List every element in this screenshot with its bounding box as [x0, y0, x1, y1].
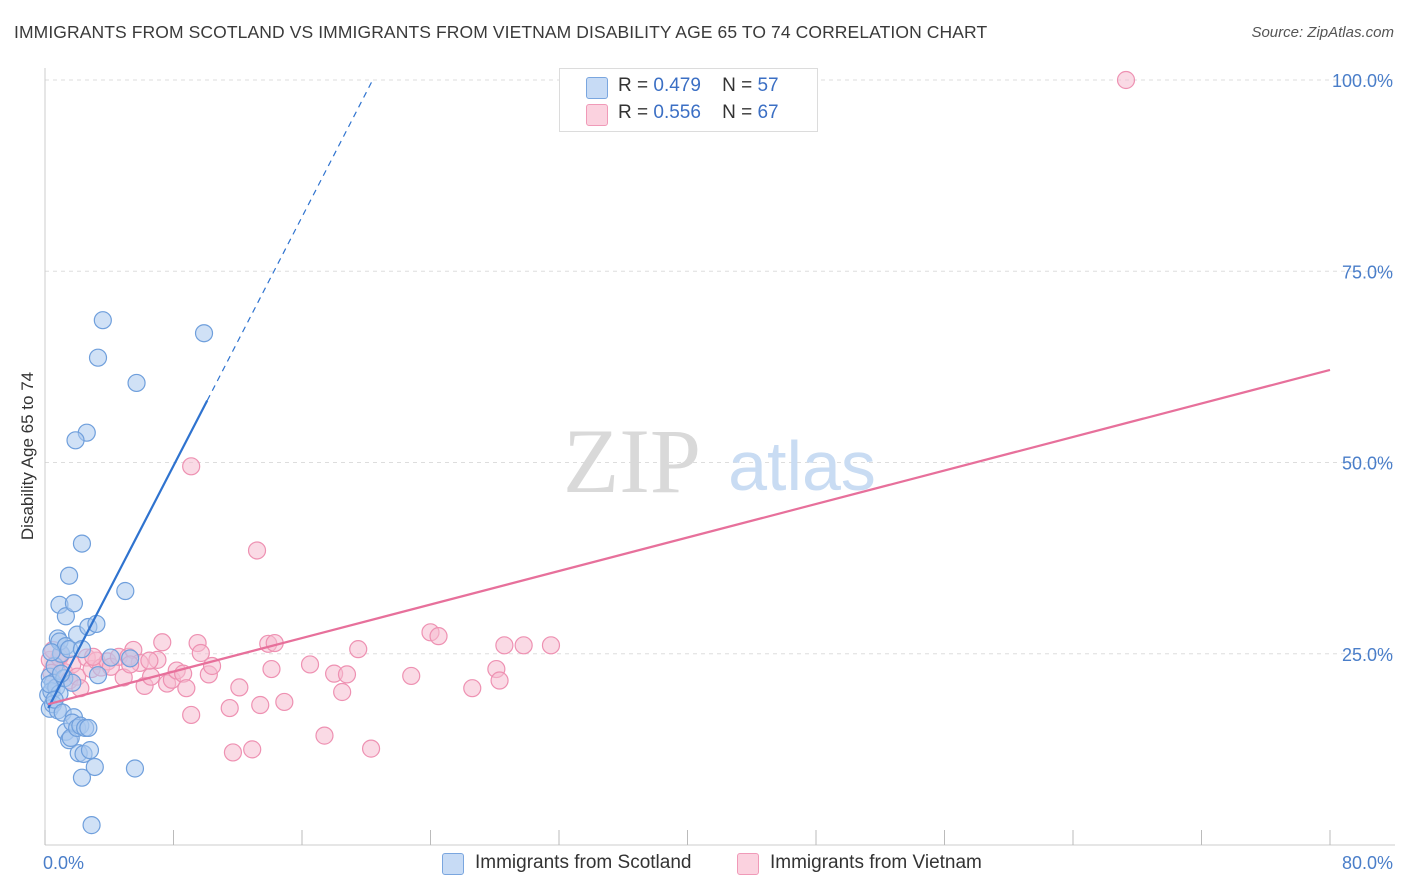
- scotland-point: [93, 311, 112, 330]
- watermark-atlas: atlas: [728, 427, 876, 505]
- vietnam-point: [262, 659, 281, 679]
- vietnam-point: [541, 636, 561, 655]
- bottom-legend-label-vietnam: Immigrants from Vietnam: [770, 852, 982, 873]
- vietnam-point: [429, 627, 448, 646]
- vietnam-point: [300, 655, 320, 674]
- scotland-point: [121, 649, 140, 668]
- scotland-point: [64, 594, 84, 613]
- source-label: Source: ZipAtlas.com: [1251, 24, 1394, 41]
- y-axis-label: Disability Age 65 to 74: [18, 372, 37, 540]
- chart-title: IMMIGRANTS FROM SCOTLAND VS IMMIGRANTS F…: [14, 22, 988, 42]
- vietnam-point: [333, 682, 352, 702]
- vietnam-point: [1116, 70, 1136, 90]
- x-tick-label-min: 0.0%: [43, 853, 84, 873]
- vietnam-point: [182, 705, 201, 725]
- vietnam-point: [140, 651, 159, 670]
- scotland-point: [59, 566, 79, 585]
- y-tick-label: 75.0%: [1342, 262, 1393, 282]
- tick-labels: 25.0% 50.0% 75.0% 100.0% 0.0% 80.0%: [43, 71, 1393, 873]
- vietnam-point: [402, 666, 421, 686]
- vietnam-point: [361, 739, 381, 758]
- vietnam-point: [514, 636, 533, 655]
- vietnam-point: [243, 740, 262, 759]
- scotland-point: [85, 757, 104, 777]
- watermark-zip: ZIP: [563, 410, 701, 512]
- axis-layer: [44, 68, 1395, 846]
- legend-swatch-scotland: [586, 77, 608, 99]
- vietnam-point: [247, 541, 267, 560]
- scotland-point: [88, 666, 108, 685]
- vietnam-point: [349, 640, 368, 659]
- scotland-point: [79, 718, 98, 738]
- scotland-point: [66, 431, 85, 450]
- trend-layer: [47, 79, 1331, 709]
- vietnam-point: [191, 643, 210, 663]
- vietnam-point: [153, 633, 172, 652]
- legend-n-scotland: 57: [757, 75, 779, 96]
- bottom-legend-label-scotland: Immigrants from Scotland: [475, 852, 692, 873]
- scotland-point: [101, 648, 120, 667]
- y-tick-label: 50.0%: [1342, 454, 1393, 474]
- x-tick-label-max: 80.0%: [1342, 853, 1393, 873]
- vietnam-point: [182, 457, 201, 476]
- vietnam-point: [251, 695, 270, 715]
- legend-r-vietnam: 0.556: [653, 102, 701, 123]
- legend-text-vietnam: R = 0.556 N = 67: [618, 102, 779, 123]
- vietnam-point: [220, 698, 239, 718]
- stats-legend: R = 0.479 N = 57 R = 0.556 N = 67: [559, 68, 818, 132]
- scotland-point: [72, 534, 92, 553]
- vietnam-point: [275, 692, 294, 712]
- legend-r-scotland: 0.479: [653, 75, 701, 96]
- bottom-legend-swatch-vietnam: [737, 853, 759, 875]
- scotland-point: [87, 614, 106, 634]
- scotland-point: [125, 759, 145, 778]
- grid-layer: [45, 79, 1395, 655]
- vietnam-point: [315, 726, 334, 745]
- vietnam-point: [463, 679, 482, 698]
- scotland-point: [80, 741, 100, 760]
- scotland-point: [194, 324, 214, 343]
- y-tick-label: 25.0%: [1342, 645, 1393, 665]
- vietnam-point: [177, 679, 196, 698]
- vietnam-point: [495, 636, 514, 655]
- scotland-point: [82, 816, 101, 835]
- scotland-trend-extension: [206, 79, 374, 401]
- bottom-legend-swatch-scotland: [442, 853, 464, 875]
- scotland-point: [72, 768, 92, 787]
- legend-swatch-vietnam: [586, 104, 608, 126]
- watermark: ZIP atlas: [563, 410, 876, 512]
- vietnam-point: [223, 743, 243, 762]
- scotland-point: [116, 581, 135, 601]
- vietnam-point: [230, 678, 249, 697]
- legend-text-scotland: R = 0.479 N = 57: [618, 75, 779, 96]
- scotland-trend-line: [47, 400, 209, 709]
- scotland-point: [127, 373, 146, 393]
- points-layer: [39, 70, 1136, 835]
- vietnam-point: [337, 665, 357, 684]
- legend-n-vietnam: 67: [757, 102, 779, 123]
- scotland-point: [42, 643, 61, 662]
- scotland-point: [56, 607, 75, 626]
- vietnam-trend-line: [47, 368, 1331, 706]
- vietnam-point: [490, 671, 509, 690]
- scotland-point: [88, 348, 108, 367]
- y-tick-label: 100.0%: [1332, 71, 1393, 91]
